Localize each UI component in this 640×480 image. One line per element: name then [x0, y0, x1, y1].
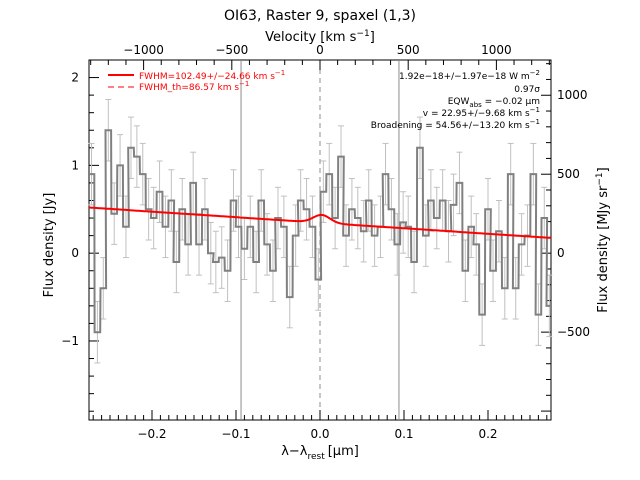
right-tick-label: 500	[557, 167, 580, 181]
right-tick-label: −500	[557, 325, 590, 339]
legend-fit-text: FWHM=102.49+/−24.66 km s	[139, 72, 275, 82]
top-tick-label: 500	[397, 43, 420, 57]
annotation-flux-sup: −2	[530, 69, 540, 77]
right-axis-label-sup: −1	[595, 172, 605, 185]
right-axis-label-text: Flux density [MJy sr	[596, 185, 611, 313]
legend-theory-sup: −1	[239, 80, 249, 88]
annotation-broadening-sup: −1	[530, 118, 540, 126]
annotation-eqw-value: = −0.02 μm	[482, 97, 540, 107]
x-tick-label: 0.0	[310, 427, 329, 441]
annotation-broadening-text: Broadening = 54.56+/−13.20 km s	[371, 121, 530, 131]
x-tick-label: 0.2	[478, 427, 497, 441]
y-tick-label: 0	[71, 246, 79, 260]
top-axis-label-end: ]	[370, 30, 375, 45]
annotation-velocity: v = 22.95+/−9.68 km s−1	[423, 106, 540, 119]
x-axis-label: λ−λrest [μm]	[281, 444, 359, 462]
fit-annotations: 1.92e−18+/−1.97e−18 W m−2 0.97σ EQWabs =…	[371, 69, 540, 131]
y-axis-label: Flux density [Jy]	[42, 193, 57, 298]
plot-layer: −0.2 −0.1 0.0 0.1 0.2 −1 0 1 2 −1000 −500 0 500 1000 −…	[61, 43, 590, 441]
y-tick-label: 2	[71, 71, 79, 85]
top-axis-label-sup: −1	[356, 29, 369, 39]
legend-fit-sup: −1	[275, 69, 285, 77]
x-tick-label: −0.1	[221, 427, 250, 441]
annotation-broadening: Broadening = 54.56+/−13.20 km s−1	[371, 118, 540, 131]
x-axis-label-unit: [μm]	[328, 444, 359, 459]
fit-line	[88, 206, 552, 239]
legend-theory-entry: FWHM_th=86.57 km s−1	[139, 80, 249, 93]
annotation-eqw-sub: abs	[469, 101, 482, 109]
annotation-flux-text: 1.92e−18+/−1.97e−18 W m	[399, 72, 530, 82]
annotation-eqw-label: EQW	[448, 97, 470, 107]
annotation-flux: 1.92e−18+/−1.97e−18 W m−2	[399, 69, 540, 82]
x-axis-label-sub: rest	[307, 452, 325, 462]
right-axis-label: Flux density [MJy sr−1]	[595, 167, 611, 312]
annotation-velocity-text: v = 22.95+/−9.68 km s	[423, 109, 530, 119]
x-axis-label-text: λ−λ	[281, 444, 308, 459]
fwhm-legend: FWHM=102.49+/−24.66 km s−1 FWHM_th=86.57…	[108, 69, 285, 93]
y-tick-label: −1	[61, 334, 79, 348]
right-axis-label-end: ]	[596, 167, 611, 172]
x-tick-label: −0.2	[137, 427, 166, 441]
top-axis-label-text: Velocity [km s	[265, 30, 357, 45]
right-tick-label: 0	[557, 246, 565, 260]
top-tick-label: −500	[215, 43, 248, 57]
annotation-eqw: EQWabs = −0.02 μm	[448, 97, 540, 109]
right-tick-label: 1000	[557, 88, 588, 102]
top-tick-label: 1000	[481, 43, 512, 57]
legend-theory-text: FWHM_th=86.57 km s	[139, 83, 239, 93]
annotation-sigma: 0.97σ	[514, 85, 540, 95]
y-tick-label: 1	[71, 158, 79, 172]
top-tick-label: −1000	[123, 43, 164, 57]
legend-fit-entry: FWHM=102.49+/−24.66 km s−1	[139, 69, 285, 82]
chart-title: OI63, Raster 9, spaxel (1,3)	[224, 8, 416, 24]
spectrum-step-line	[89, 129, 551, 334]
annotation-velocity-sup: −1	[530, 106, 540, 114]
top-axis-label: Velocity [km s−1]	[265, 29, 375, 45]
top-tick-label: 0	[316, 43, 324, 57]
x-tick-label: 0.1	[394, 427, 413, 441]
